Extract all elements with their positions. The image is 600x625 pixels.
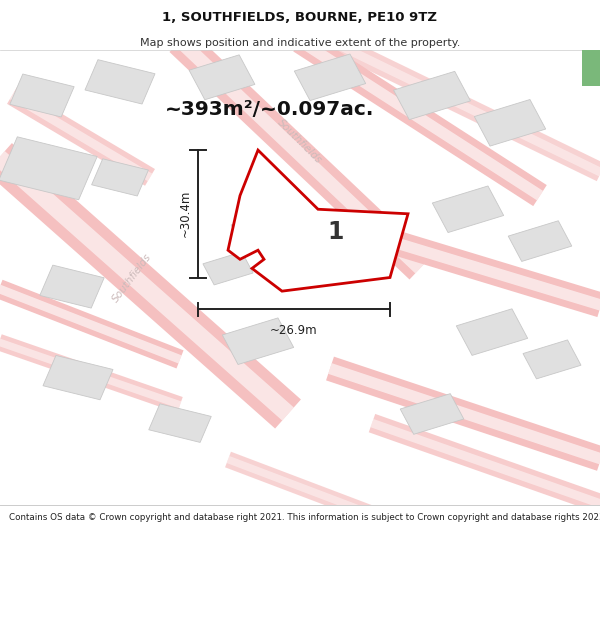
- Bar: [10, 74, 74, 117]
- Text: Map shows position and indicative extent of the property.: Map shows position and indicative extent…: [140, 38, 460, 48]
- Bar: [203, 252, 253, 285]
- Bar: [394, 71, 470, 119]
- Text: Southfields: Southfields: [110, 251, 154, 304]
- Bar: [295, 54, 365, 101]
- Bar: [433, 186, 503, 232]
- Text: 1: 1: [328, 220, 344, 244]
- Bar: [457, 309, 527, 356]
- Bar: [523, 340, 581, 379]
- Text: ~393m²/~0.097ac.: ~393m²/~0.097ac.: [166, 99, 374, 119]
- Bar: [508, 221, 572, 261]
- Bar: [40, 265, 104, 308]
- Bar: [582, 50, 600, 86]
- Bar: [0, 137, 97, 200]
- Bar: [231, 209, 297, 254]
- Bar: [149, 404, 211, 442]
- Polygon shape: [228, 150, 408, 291]
- Bar: [92, 159, 148, 196]
- Bar: [400, 394, 464, 434]
- Text: 1, SOUTHFIELDS, BOURNE, PE10 9TZ: 1, SOUTHFIELDS, BOURNE, PE10 9TZ: [163, 11, 437, 24]
- Bar: [223, 318, 293, 364]
- Bar: [475, 99, 545, 146]
- Bar: [85, 59, 155, 104]
- Text: ~30.4m: ~30.4m: [178, 190, 191, 238]
- Text: ~26.9m: ~26.9m: [270, 324, 318, 337]
- Text: Contains OS data © Crown copyright and database right 2021. This information is : Contains OS data © Crown copyright and d…: [9, 513, 600, 522]
- Bar: [189, 55, 255, 100]
- Bar: [43, 356, 113, 400]
- Text: Southfields: Southfields: [276, 117, 324, 165]
